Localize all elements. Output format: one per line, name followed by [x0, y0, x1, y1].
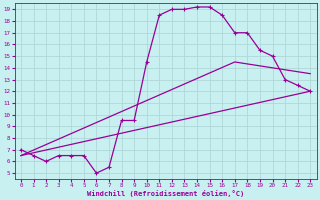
X-axis label: Windchill (Refroidissement éolien,°C): Windchill (Refroidissement éolien,°C) — [87, 190, 244, 197]
